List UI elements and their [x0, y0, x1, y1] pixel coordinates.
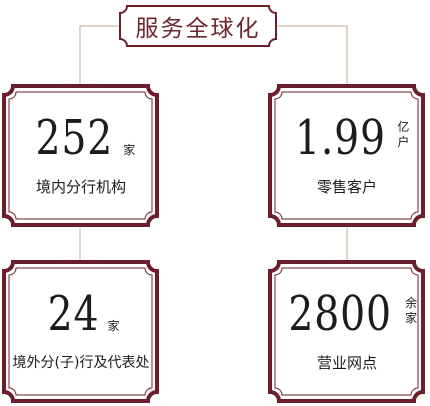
stat-unit-char: 家 [405, 311, 418, 325]
stat-unit: 家 [108, 319, 120, 334]
stat-unit-char: 家 [107, 319, 120, 333]
diagram-title: 服务全球化 [135, 16, 261, 42]
stat-number: 1.99 [294, 110, 386, 166]
stat-label: 境内分行机构 [35, 178, 126, 196]
card-frame-4-inner [274, 267, 419, 396]
stat-card-business-outlets: 2800 余 家 营业网点 [267, 262, 427, 402]
stat-value-row: 24 家 [42, 280, 119, 338]
stat-unit: 亿 户 [397, 120, 409, 150]
card-frame-2-inner [274, 91, 419, 220]
stat-number: 2800 [288, 286, 392, 342]
title-frame [119, 5, 277, 47]
stat-unit-char: 余 [405, 296, 418, 310]
stat-value-row: 1.99 亿 户 [285, 104, 410, 162]
stat-number: 252 [35, 110, 113, 166]
card-frame-2 [268, 84, 425, 227]
card-frame-4 [268, 260, 425, 403]
stat-card-overseas-branches: 24 家 境外分(子)行及代表处 [1, 262, 161, 402]
stat-value-row: 252 家 [27, 104, 135, 166]
stat-label: 营业网点 [316, 354, 377, 372]
stat-value-row: 2800 余 家 [277, 280, 417, 338]
connector-left [79, 25, 120, 84]
card-frame-1-inner [8, 91, 153, 220]
stat-card-retail-customers: 1.99 亿 户 零售客户 [267, 86, 427, 226]
stat-number: 24 [48, 286, 100, 342]
stat-unit-char: 家 [123, 143, 136, 157]
stat-card-domestic-branches: 252 家 境内分行机构 [1, 86, 161, 226]
stat-unit: 余 家 [405, 296, 417, 326]
card-frame-1 [1, 84, 159, 227]
stat-unit-char: 亿 [397, 120, 410, 134]
connector-lines [79, 25, 348, 260]
stat-unit-char: 户 [397, 135, 410, 149]
card-frame-3-inner [8, 267, 153, 396]
card-frame-3 [1, 260, 159, 403]
stat-unit: 家 [123, 143, 135, 158]
stat-label: 零售客户 [316, 178, 377, 196]
stat-label: 境外分(子)行及代表处 [12, 355, 150, 371]
connector-right [277, 25, 348, 84]
